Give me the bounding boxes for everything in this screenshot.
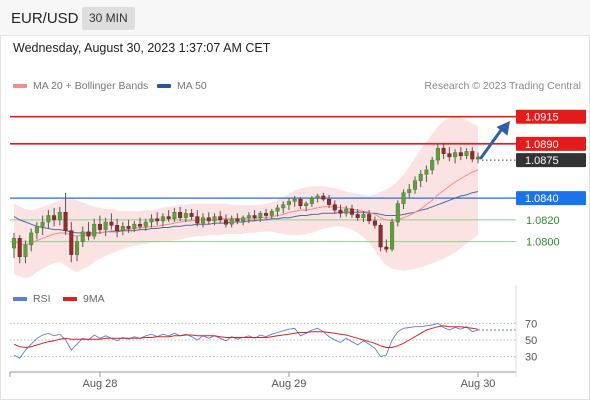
timeframe-badge[interactable]: 30 MIN (82, 7, 135, 30)
legend-ma50-label: MA 50 (177, 80, 207, 92)
legend-ma9-label: 9MA (83, 293, 105, 305)
legend-ma20: MA 20 + Bollinger Bands (13, 80, 148, 92)
legend-rsi: RSI (13, 293, 51, 305)
symbol-label: EUR/USD (11, 10, 79, 27)
legend-rsi-label: RSI (33, 293, 51, 305)
legend-ma50-swatch (157, 84, 171, 88)
legend-ma20-swatch (13, 84, 27, 88)
legend-ma9-swatch (63, 297, 77, 301)
legend-rsi-swatch (13, 297, 27, 301)
research-credit: Research © 2023 Trading Central (424, 80, 581, 92)
timestamp: Wednesday, August 30, 2023 1:37:07 AM CE… (13, 41, 271, 55)
legend-ma50: MA 50 (157, 80, 207, 92)
legend-ma20-label: MA 20 + Bollinger Bands (33, 80, 149, 92)
legend-ma9: 9MA (63, 293, 105, 305)
chart-header: EUR/USD 30 MIN (0, 0, 590, 36)
